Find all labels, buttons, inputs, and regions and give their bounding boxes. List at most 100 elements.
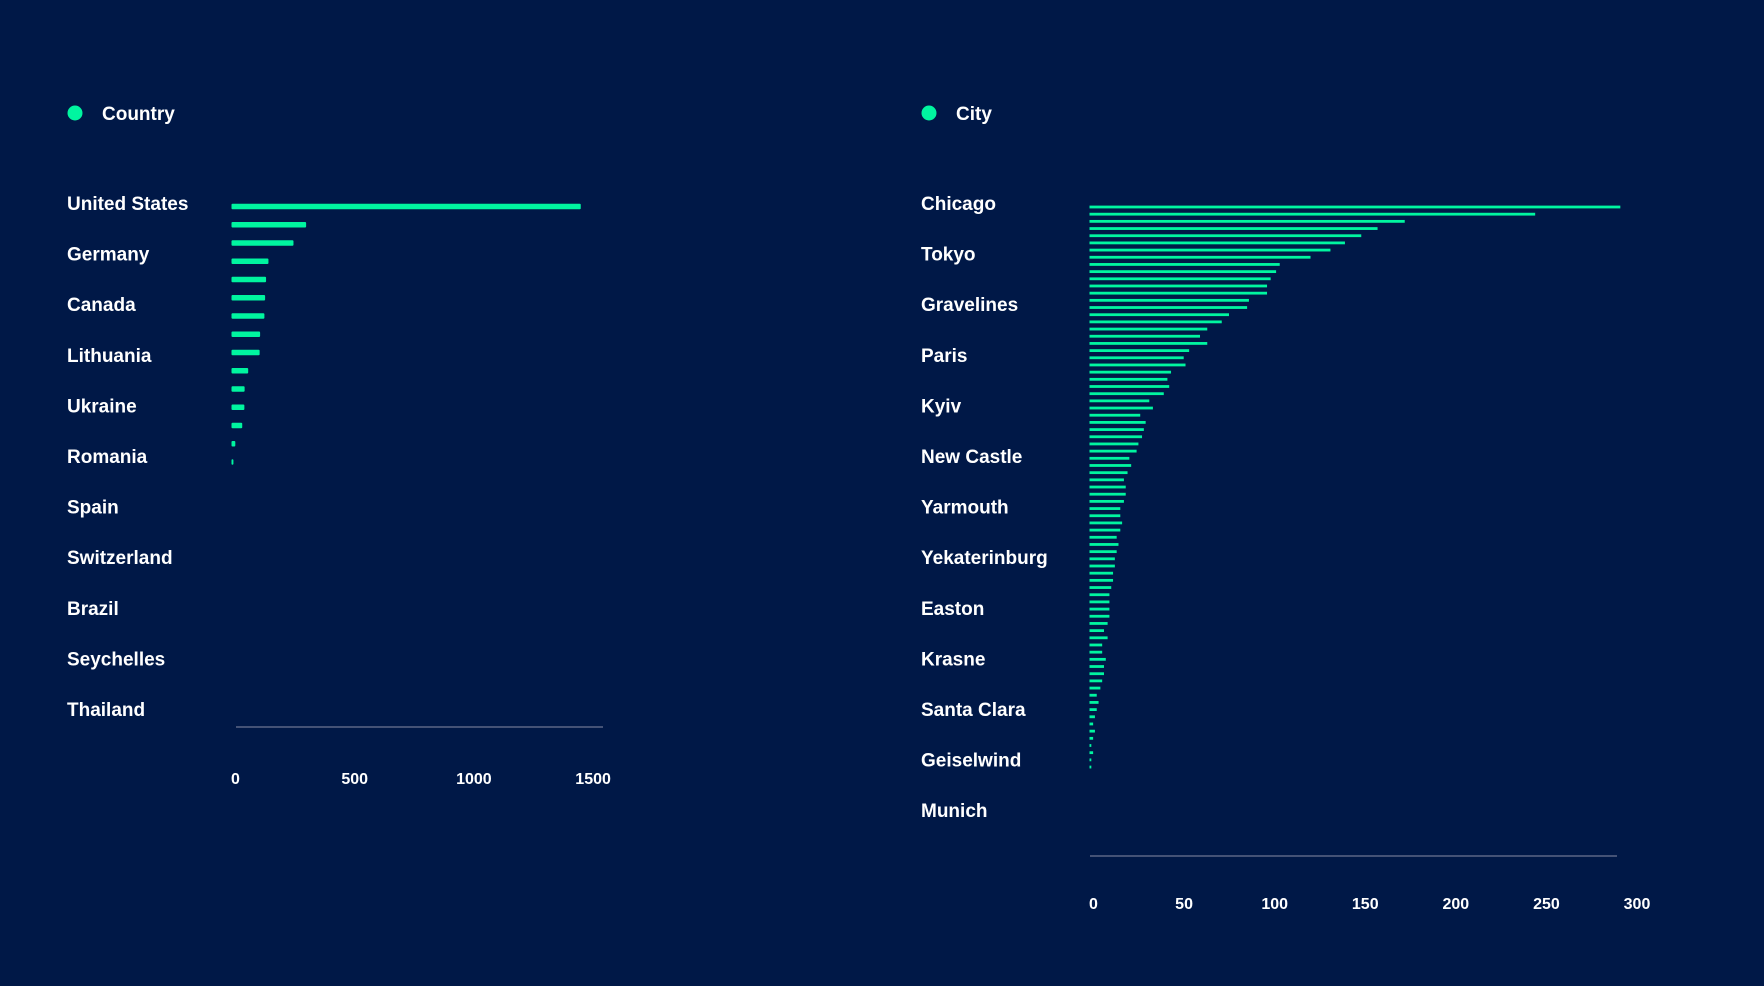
city-bar [1089, 564, 1115, 568]
country-bar [231, 258, 269, 265]
city-bar [1089, 499, 1124, 503]
country-category-label: Spain [67, 498, 119, 519]
city-category-label: Tokyo [921, 245, 976, 266]
city-category-label: Munich [921, 801, 988, 822]
city-bar [1089, 399, 1150, 403]
city-bar [1089, 650, 1103, 654]
city-bar [1089, 693, 1097, 697]
city-bar [1089, 672, 1104, 676]
city-x-tick-label: 250 [1533, 896, 1560, 913]
city-category-label: Yarmouth [921, 498, 1009, 519]
country-bar [231, 422, 243, 429]
city-bar [1089, 715, 1095, 719]
city-bar [1089, 485, 1126, 489]
city-bar [1089, 227, 1378, 230]
country-bar [231, 276, 267, 283]
city-category-label: Krasne [921, 649, 985, 670]
country-x-tick-label: 1500 [575, 771, 611, 788]
city-bar [1089, 765, 1092, 769]
city-bar [1089, 464, 1132, 467]
city-bar [1089, 586, 1112, 589]
city-bar [1089, 241, 1345, 245]
city-bar [1089, 471, 1128, 475]
city-bar [1089, 729, 1095, 733]
city-bar [1089, 248, 1331, 252]
city-bar [1089, 421, 1146, 424]
city-bar [1089, 665, 1104, 668]
city-bar [1089, 514, 1121, 518]
city-bar [1089, 212, 1536, 216]
city-bar [1089, 543, 1119, 546]
city-category-label: Chicago [921, 194, 996, 215]
country-bar [231, 221, 307, 228]
country-legend-label: Country [102, 104, 175, 125]
city-bar [1089, 679, 1103, 683]
city-x-tick-label: 200 [1442, 896, 1469, 913]
country-bar [231, 404, 245, 411]
city-bar [1089, 277, 1271, 281]
city-bar [1089, 377, 1168, 381]
city-bar [1089, 722, 1094, 726]
city-legend-dot [921, 105, 937, 121]
city-bar [1089, 435, 1143, 439]
city-bar [1089, 263, 1280, 266]
city-bar [1089, 600, 1110, 604]
city-category-label: Easton [921, 599, 984, 620]
city-bar [1089, 701, 1099, 704]
city-bar [1089, 622, 1108, 625]
city-legend-label: City [956, 104, 992, 125]
country-category-label: United States [67, 194, 188, 215]
city-bar [1089, 578, 1114, 582]
city-bar [1089, 349, 1190, 352]
country-category-label: Lithuania [67, 346, 152, 367]
country-category-label: Romania [67, 447, 148, 468]
city-bar [1089, 334, 1201, 338]
city-bar [1089, 327, 1208, 331]
country-bar [231, 331, 261, 338]
country-bar [231, 313, 265, 319]
city-bar [1089, 219, 1405, 223]
city-bar [1089, 413, 1141, 417]
city-bar [1089, 535, 1117, 539]
city-x-tick-label: 150 [1352, 896, 1379, 913]
city-bar [1089, 492, 1126, 496]
city-bar [1089, 284, 1268, 288]
city-bar [1089, 686, 1101, 690]
city-bar [1089, 449, 1137, 453]
country-bar [231, 440, 236, 447]
city-bar [1089, 442, 1139, 446]
country-category-label: Germany [67, 245, 150, 266]
city-bar [1089, 428, 1144, 431]
city-bar [1089, 507, 1121, 510]
city-x-tick-label: 50 [1175, 896, 1193, 913]
country-category-label: Brazil [67, 599, 119, 620]
city-bar [1089, 550, 1117, 554]
country-category-label: Seychelles [67, 649, 165, 670]
city-bar [1089, 751, 1094, 755]
city-bar [1089, 629, 1104, 633]
city-bar [1089, 571, 1114, 575]
country-bar [231, 367, 249, 374]
city-category-label: New Castle [921, 447, 1022, 468]
city-bar [1089, 291, 1268, 295]
country-bar [231, 240, 294, 246]
city-bar [1089, 744, 1092, 747]
city-bar [1089, 255, 1311, 259]
city-bar [1089, 342, 1208, 345]
city-bar [1089, 657, 1106, 661]
city-bar [1089, 521, 1123, 525]
city-bar [1089, 298, 1249, 302]
city-bar [1089, 528, 1121, 532]
city-bar [1089, 736, 1094, 740]
city-bar [1089, 456, 1130, 460]
city-category-label: Santa Clara [921, 700, 1026, 721]
city-bar [1089, 758, 1092, 762]
city-bar [1089, 593, 1110, 597]
city-x-tick-label: 100 [1261, 896, 1288, 913]
city-x-tick-label: 0 [1089, 896, 1098, 913]
city-bar [1089, 478, 1124, 482]
city-bar [1089, 406, 1153, 410]
city-bar [1089, 643, 1103, 647]
city-x-tick-label: 300 [1624, 896, 1651, 913]
country-x-tick-label: 1000 [456, 771, 492, 788]
